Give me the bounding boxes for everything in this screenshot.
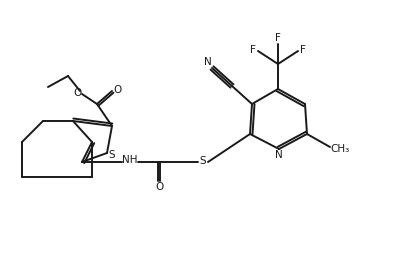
Text: F: F bbox=[275, 33, 281, 43]
Text: O: O bbox=[113, 85, 121, 95]
Text: N: N bbox=[204, 57, 212, 67]
Text: NH: NH bbox=[122, 155, 138, 165]
Text: S: S bbox=[200, 156, 206, 166]
Text: F: F bbox=[300, 45, 306, 55]
Text: O: O bbox=[155, 182, 163, 192]
Text: CH₃: CH₃ bbox=[330, 144, 350, 154]
Text: F: F bbox=[250, 45, 256, 55]
Text: S: S bbox=[109, 150, 115, 160]
Text: O: O bbox=[74, 88, 82, 98]
Text: N: N bbox=[275, 150, 283, 160]
